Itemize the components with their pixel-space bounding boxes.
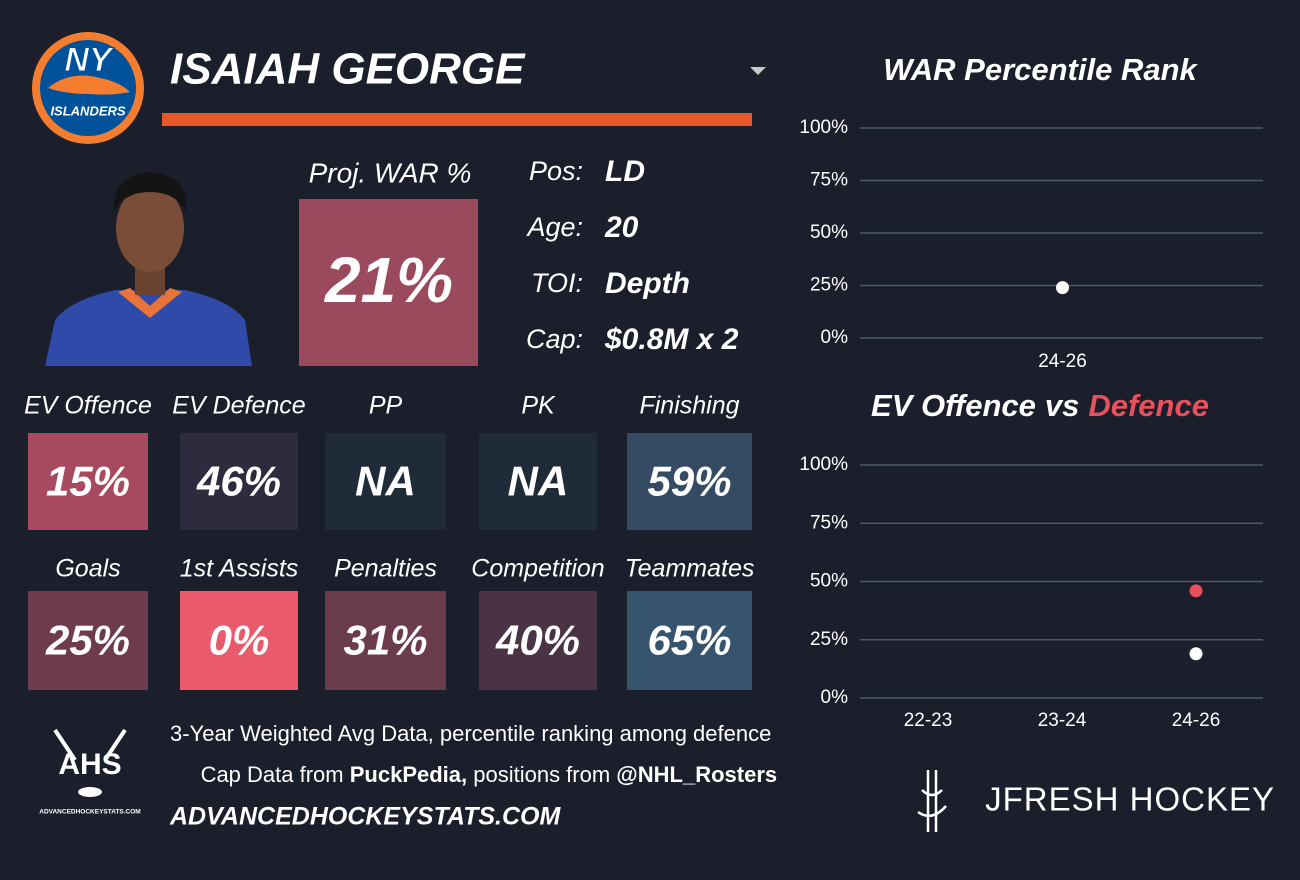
y-tick-label: 75% [810,512,848,533]
footer-text: positions from [467,762,616,787]
title-joiner: vs [1045,388,1079,423]
footer-line2: Cap Data from PuckPedia, positions from … [170,762,795,787]
tile-label: 1st Assists [180,555,299,583]
footer-text: Cap Data from [201,762,350,787]
player-name: ISAIAH GEORGE [170,45,526,94]
bio-label: Age: [525,212,583,242]
footer-site: ADVANCEDHOCKEYSTATS.COM [169,803,561,831]
tile-value: NA [508,458,569,505]
y-tick-label: 0% [821,327,849,348]
face [116,184,184,272]
x-tick-label: 22-23 [904,710,953,731]
tile-value: 31% [343,617,427,664]
tile-value: 0% [209,617,270,664]
tile-value: 25% [45,617,130,664]
legend-entry: EV Offence [871,388,1036,423]
ahs-sticks [53,728,127,762]
hair [113,172,187,212]
jersey [45,290,252,366]
tile-box [627,433,752,530]
tile-label: Penalties [334,555,437,583]
tile-label: Finishing [639,392,739,420]
legend-entry: Defence [1088,388,1209,423]
tile-box [28,591,148,690]
brand-logo [917,770,947,832]
charts: WAR Percentile Rank0%25%50%75%100%24-26E… [799,52,1263,731]
tile-box [325,433,446,530]
tile-label: Teammates [625,555,755,583]
logo-bottom: ISLANDERS [50,103,125,118]
footer-source: PuckPedia, [350,762,467,787]
ahs-title: AHS [58,748,121,781]
x-tick-label: 24-26 [1038,351,1087,372]
ahs-logo: AHS ADVANCEDHOCKEYSTATS.COM [39,728,141,816]
tile-value: 46% [196,458,281,505]
tile-box [627,591,752,690]
ahs-caption: ADVANCEDHOCKEYSTATS.COM [39,809,140,816]
proj-war-value: 21% [324,244,453,316]
tile-box [180,591,298,690]
bio: Pos: LD Age: 20 TOI: Depth Cap: $0.8M x 2 [525,155,738,356]
bio-label: Cap: [526,324,583,354]
y-tick-label: 100% [799,454,848,475]
bio-value: Depth [605,267,690,300]
ahs-puck [78,787,102,797]
tile-label: EV Defence [172,392,305,420]
chart-title: WAR Percentile Rank [883,52,1198,87]
footer-line1: 3-Year Weighted Avg Data, percentile ran… [170,721,771,746]
tile-value: 40% [495,617,580,664]
name-underline [162,113,752,126]
proj-war-box [299,199,478,366]
tile-label: EV Offence [24,392,152,420]
bio-label: Pos: [529,156,583,186]
tile-value: 65% [647,617,731,664]
bio-value: LD [605,155,645,188]
logo-top: NY [64,41,115,79]
tile-box [28,433,148,530]
x-tick-label: 23-24 [1038,710,1087,731]
y-tick-label: 50% [810,222,848,243]
dropdown-arrow[interactable] [750,67,766,75]
y-tick-label: 50% [810,571,848,592]
footer-source: @NHL_Rosters [616,762,777,787]
tile-label: Competition [471,555,604,583]
y-tick-label: 25% [810,629,848,650]
tile-box [325,591,446,690]
logo-island [48,75,130,95]
tile-value: NA [355,458,416,505]
y-tick-label: 0% [821,687,849,708]
data-point [1189,584,1203,598]
data-point [1189,647,1203,661]
player-photo [45,172,252,366]
x-tick-label: 24-26 [1172,710,1221,731]
tile-label: PK [521,392,556,420]
collar [118,288,182,318]
y-tick-label: 75% [810,170,848,191]
y-tick-label: 100% [799,117,848,138]
y-tick-label: 25% [810,275,848,296]
tile-label: Goals [55,555,120,583]
bio-value: 20 [604,211,639,244]
brand-name: JFRESH HOCKEY [985,781,1275,818]
tile-value: 59% [647,458,731,505]
bio-label: TOI: [531,268,583,298]
bio-value: $0.8M x 2 [604,323,739,356]
proj-war-label: Proj. WAR % [309,157,472,188]
tile-box [479,433,597,530]
tile-value: 15% [46,458,130,505]
team-logo: NY ISLANDERS [32,32,144,144]
tile-box [180,433,298,530]
stat-tiles: EV Offence 15% EV Defence 46% PP NA PK NA Finish… [24,392,754,690]
tile-label: PP [369,392,403,420]
brand-mark [917,770,947,832]
tile-box [479,591,597,690]
chart-title: EV Offence vs Defence [871,388,1209,423]
data-point [1056,281,1069,295]
